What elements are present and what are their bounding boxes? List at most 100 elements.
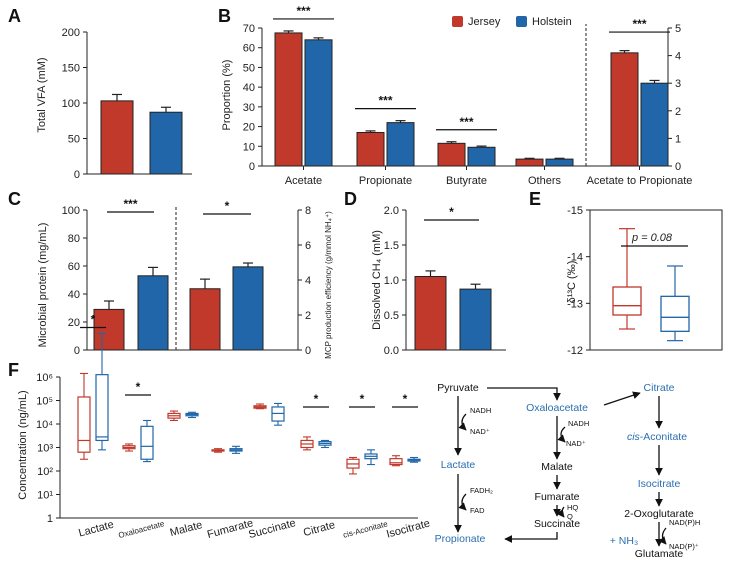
chart-f-ylabel: Concentration (ng/mL) [17, 390, 29, 499]
chart-c-right-tick-label: 4 [305, 275, 311, 287]
chart-b: Proportion (%) 0 10 20 30 40 50 60 70 0 1 2 3 4 5 Acet… [221, 4, 692, 187]
chart-f-significance: * [403, 392, 408, 406]
chart-a-tick-label: 0 [74, 169, 80, 181]
chart-d-tick-label: 0.5 [384, 310, 399, 322]
chart-e-box [660, 295, 690, 332]
arrow-nadh-cofactor [458, 413, 467, 431]
chart-f-box [95, 374, 109, 442]
chart-b-tick-label: 30 [243, 102, 255, 114]
chart-c-bar-right [232, 266, 264, 351]
chart-b-ratio-significance: *** [632, 17, 646, 31]
chart-f-tick-label: 10³ [37, 443, 53, 455]
chart-b-x-label-ratio: Acetate to Propionate [587, 175, 693, 187]
chart-b-tick-label: 40 [243, 82, 255, 94]
chart-b-significance: *** [296, 4, 310, 18]
chart-b-bar [274, 32, 303, 167]
arrow-fadh2-cofactor [458, 493, 467, 511]
pathway-nadp: NAD(P)⁺ [669, 542, 699, 551]
arrow-hq-cofactor [556, 506, 565, 518]
pathway-glutamate: Glutamate [635, 548, 684, 560]
chart-d-bar [414, 276, 447, 351]
chart-b-tick-label: 20 [243, 122, 255, 134]
chart-c-tick-label: 0 [74, 345, 80, 357]
chart-c-right-tick-label: 0 [305, 345, 311, 357]
chart-f-significance: * [136, 380, 141, 394]
chart-c-bar [137, 275, 169, 351]
chart-f-x-label: Oxaloacetate [117, 519, 165, 540]
pathway-isocitrate: Isocitrate [638, 478, 681, 490]
chart-d-tick-label: 2.0 [384, 205, 399, 217]
chart-c-bar [93, 308, 125, 351]
chart-b-bar [467, 146, 496, 167]
chart-b-right-tick-label: 5 [675, 23, 681, 35]
pathway-hq: HQ [567, 503, 578, 512]
chart-c-significance: *** [123, 197, 137, 211]
chart-f-x-label: Isocitrate [385, 518, 431, 541]
pathway-pyruvate: Pyruvate [437, 382, 479, 394]
chart-c-tick-label: 60 [68, 261, 80, 273]
pathway-nadh-1: NADH [470, 406, 491, 415]
chart-b-x-label: Butyrate [446, 175, 487, 187]
chart-f-x-label: Lactate [77, 519, 115, 540]
chart-c-right-tick-label: 6 [305, 240, 311, 252]
chart-b-right-tick-label: 4 [675, 51, 681, 63]
arrow-pyruvate-oxaloacetate [487, 387, 561, 401]
arrow-nadph-cofactor [658, 527, 667, 545]
pathway-nadh-2: NADH [568, 419, 589, 428]
chart-f-box [77, 396, 91, 453]
arrow-succinate-propionate [504, 532, 558, 543]
chart-b-x-label: Propionate [359, 175, 412, 187]
chart-c-ylabel: Microbial protein (mg/mL) [37, 223, 49, 348]
chart-c-significance-right: * [225, 199, 230, 213]
legend-swatch-holstein [516, 16, 527, 27]
chart-c-tick-label: 80 [68, 233, 80, 245]
chart-e-tick-label: -12 [567, 345, 583, 357]
pathway-fumarate: Fumarate [535, 491, 580, 503]
pathway-oxoglutarate: 2-Oxoglutarate [624, 508, 694, 520]
chart-e-box [612, 286, 642, 316]
chart-c-ylabel-right: MCP production efficiency (g/mmol NH₄⁺) [324, 211, 333, 359]
pathway-q: Q [567, 512, 573, 521]
chart-b-right-tick-label: 2 [675, 106, 681, 118]
panel-label-b: B [218, 6, 231, 26]
pathway-diagram: Pyruvate Oxaloacetate Citrate cis-Aconit… [435, 382, 701, 560]
chart-a-bar [149, 111, 183, 175]
chart-c-bar-right [189, 288, 221, 351]
chart-b-bar [437, 142, 466, 167]
legend-swatch-jersey [452, 16, 463, 27]
chart-b-bar [545, 158, 574, 167]
chart-b-right-tick-label: 0 [675, 161, 681, 173]
panel-label-f: F [8, 360, 19, 380]
chart-c-tick-label: 40 [68, 289, 80, 301]
pathway-lactate: Lactate [441, 459, 476, 471]
arrow-nadh2-cofactor [557, 426, 566, 443]
pathway-malate: Malate [541, 461, 573, 473]
legend: Jersey Holstein [452, 16, 572, 28]
chart-b-bar [386, 122, 415, 167]
pathway-cis-aconitate: cis-Aconitate [627, 431, 687, 443]
chart-d-tick-label: 1.5 [384, 240, 399, 252]
chart-a-ylabel: Total VFA (mM) [36, 57, 48, 132]
pathway-fad: FAD [470, 506, 485, 515]
chart-b-tick-label: 0 [249, 161, 255, 173]
chart-f-box [140, 425, 154, 460]
chart-e-tick-label: -14 [567, 252, 583, 264]
chart-d-bar [459, 288, 492, 351]
pathway-nad-1: NAD⁺ [470, 427, 490, 436]
legend-label-holstein: Holstein [532, 16, 572, 28]
chart-a-tick-label: 100 [62, 98, 80, 110]
pathway-oxaloacetate: Oxaloacetate [526, 402, 588, 414]
panel-label-a: A [8, 6, 21, 26]
chart-d-significance: * [449, 205, 454, 219]
chart-b-tick-label: 70 [243, 23, 255, 35]
chart-f-x-label: Malate [169, 519, 204, 539]
chart-b-x-label: Acetate [285, 175, 322, 187]
arrow-oxaloacetate-citrate [603, 391, 641, 406]
chart-a: Total VFA (mM) 0 50 100 150 200 [36, 27, 192, 181]
pathway-fadh2: FADH₂ [470, 486, 493, 495]
chart-c-tick-label: 20 [68, 317, 80, 329]
chart-b-right-tick-label: 3 [675, 78, 681, 90]
chart-b-significance: *** [459, 115, 473, 129]
chart-c: Microbial protein (mg/mL) MCP production… [37, 197, 333, 359]
